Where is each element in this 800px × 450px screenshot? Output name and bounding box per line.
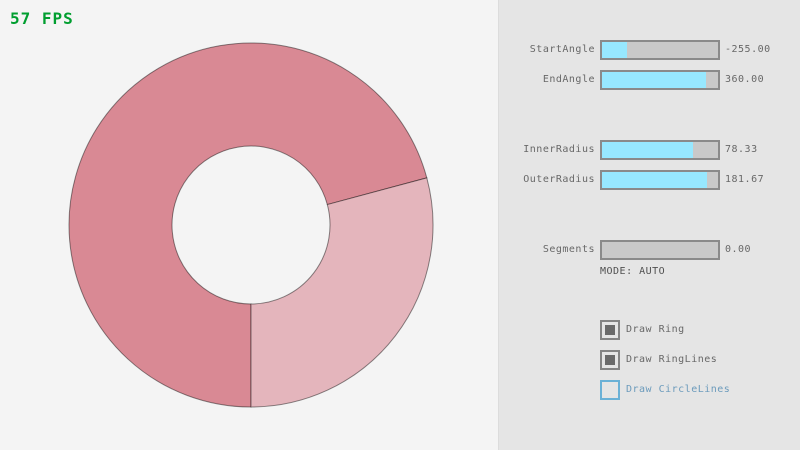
endangle-slider[interactable] xyxy=(600,70,720,90)
innerradius-slider-fill xyxy=(602,142,693,158)
endangle-slider-fill xyxy=(602,72,707,88)
mode-label: MODE: AUTO xyxy=(600,266,666,277)
fps-counter: 57 FPS xyxy=(10,9,74,28)
segments-label: Segments xyxy=(542,244,595,255)
draw-circlelines-label: Draw CircleLines xyxy=(626,384,731,395)
startangle-value: -255.00 xyxy=(725,44,771,55)
ring-overlap-double-pass xyxy=(68,42,428,408)
checkbox-row-draw-ringlines: Draw RingLines xyxy=(499,350,800,370)
outerradius-label: OuterRadius xyxy=(523,174,595,185)
checkbox-row-draw-circlelines: Draw CircleLines xyxy=(499,380,800,400)
innerradius-slider[interactable] xyxy=(600,140,720,160)
checkmark xyxy=(605,325,615,335)
segments-value: 0.00 xyxy=(725,244,752,255)
draw-circlelines-checkbox[interactable] xyxy=(600,380,620,400)
outerradius-slider-fill xyxy=(602,172,708,188)
startangle-label: StartAngle xyxy=(529,44,595,55)
slider-row-outerradius: OuterRadius 181.67 xyxy=(499,170,800,190)
startangle-slider[interactable] xyxy=(600,40,720,60)
startangle-slider-fill xyxy=(602,42,628,58)
slider-row-startangle: StartAngle -255.00 xyxy=(499,40,800,60)
slider-row-segments: Segments 0.00 xyxy=(499,240,800,260)
draw-ringlines-checkbox[interactable] xyxy=(600,350,620,370)
outerradius-slider[interactable] xyxy=(600,170,720,190)
draw-ring-checkbox[interactable] xyxy=(600,320,620,340)
segments-slider[interactable] xyxy=(600,240,720,260)
checkbox-row-draw-ring: Draw Ring xyxy=(499,320,800,340)
innerradius-label: InnerRadius xyxy=(523,144,595,155)
ring-single-pass xyxy=(250,177,434,408)
outerradius-value: 181.67 xyxy=(725,174,765,185)
endangle-value: 360.00 xyxy=(725,74,765,85)
slider-row-innerradius: InnerRadius 78.33 xyxy=(499,140,800,160)
slider-row-endangle: EndAngle 360.00 xyxy=(499,70,800,90)
controls-panel: StartAngle -255.00 EndAngle 360.00 Inner… xyxy=(498,0,800,450)
checkmark xyxy=(605,355,615,365)
endangle-label: EndAngle xyxy=(542,74,595,85)
draw-ringlines-label: Draw RingLines xyxy=(626,354,718,365)
innerradius-value: 78.33 xyxy=(725,144,758,155)
draw-ring-label: Draw Ring xyxy=(626,324,685,335)
